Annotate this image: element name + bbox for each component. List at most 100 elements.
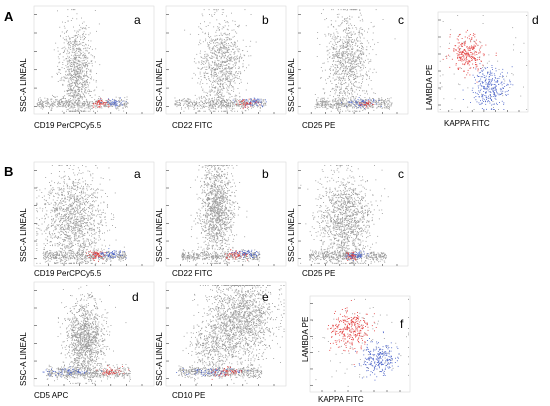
event-dot bbox=[202, 88, 204, 90]
event-dot bbox=[342, 45, 344, 47]
event-dot bbox=[79, 82, 81, 83]
event-dot bbox=[376, 107, 378, 109]
event-dot bbox=[494, 89, 496, 91]
event-dot bbox=[463, 42, 465, 44]
event-dot bbox=[46, 101, 48, 103]
event-dot bbox=[358, 86, 360, 88]
event-dot bbox=[76, 190, 78, 192]
event-dot bbox=[77, 35, 79, 37]
event-dot bbox=[212, 62, 214, 64]
event-dot bbox=[336, 55, 337, 57]
event-dot bbox=[222, 98, 224, 100]
event-dot bbox=[64, 98, 66, 99]
event-dot bbox=[346, 39, 348, 41]
event-dot bbox=[198, 68, 200, 69]
event-dot bbox=[468, 64, 470, 66]
event-dot bbox=[474, 33, 476, 35]
event-dot bbox=[231, 68, 233, 70]
event-dot bbox=[123, 105, 125, 107]
event-dot bbox=[69, 61, 71, 63]
event-dot bbox=[457, 36, 459, 37]
event-dot bbox=[457, 56, 458, 58]
event-dot bbox=[344, 21, 346, 22]
event-dot bbox=[499, 102, 500, 103]
event-dot bbox=[249, 102, 250, 104]
event-dot bbox=[342, 53, 344, 55]
event-dot bbox=[73, 94, 75, 96]
event-dot bbox=[483, 86, 485, 87]
event-dot bbox=[101, 103, 102, 105]
event-dot bbox=[348, 45, 350, 47]
event-dot bbox=[353, 58, 355, 59]
event-dot bbox=[217, 59, 218, 61]
event-dot bbox=[218, 66, 220, 67]
event-dot bbox=[76, 55, 78, 57]
event-dot bbox=[468, 50, 470, 51]
event-dot bbox=[446, 55, 448, 57]
event-dot bbox=[217, 99, 219, 101]
event-dot bbox=[66, 30, 68, 32]
event-dot bbox=[221, 94, 223, 95]
event-dot bbox=[342, 30, 344, 32]
event-dot bbox=[91, 213, 93, 214]
event-dot bbox=[352, 68, 354, 70]
event-dot bbox=[220, 84, 222, 86]
event-dot bbox=[328, 101, 330, 103]
event-dot bbox=[76, 104, 78, 105]
event-dot bbox=[475, 58, 476, 59]
event-dot bbox=[363, 67, 364, 69]
event-dot bbox=[67, 101, 69, 103]
event-dot bbox=[506, 75, 507, 77]
event-dot bbox=[237, 26, 238, 27]
event-dot bbox=[476, 65, 478, 67]
event-dot bbox=[245, 25, 247, 27]
event-dot bbox=[72, 62, 74, 64]
event-dot bbox=[360, 106, 362, 108]
event-dot bbox=[343, 42, 345, 44]
event-dot bbox=[461, 60, 463, 62]
event-dot bbox=[337, 97, 339, 99]
event-dot bbox=[338, 79, 340, 81]
event-dot bbox=[523, 86, 524, 88]
event-dot bbox=[475, 79, 476, 81]
event-dot bbox=[343, 70, 345, 72]
event-dot bbox=[356, 101, 358, 103]
event-dot bbox=[485, 96, 487, 98]
event-dot bbox=[216, 54, 218, 56]
event-dot bbox=[82, 71, 84, 73]
event-dot bbox=[316, 103, 318, 105]
event-dot bbox=[95, 102, 96, 104]
event-dot bbox=[90, 106, 92, 108]
event-dot bbox=[345, 18, 347, 20]
event-dot bbox=[223, 87, 225, 89]
event-dot bbox=[221, 104, 223, 106]
event-dot bbox=[324, 33, 326, 35]
event-dot bbox=[322, 102, 324, 104]
event-dot bbox=[218, 93, 219, 94]
event-dot bbox=[213, 40, 215, 42]
event-dot bbox=[491, 65, 493, 66]
event-dot bbox=[112, 104, 114, 106]
event-dot bbox=[501, 84, 503, 86]
event-dot bbox=[352, 68, 354, 69]
event-dot bbox=[321, 103, 323, 105]
event-dot bbox=[348, 27, 350, 28]
event-dot bbox=[439, 60, 441, 62]
event-dot bbox=[330, 41, 332, 43]
event-dot bbox=[223, 55, 225, 57]
event-dot bbox=[261, 104, 262, 106]
event-dot bbox=[476, 92, 478, 94]
event-dot bbox=[246, 100, 248, 102]
event-dot bbox=[348, 102, 350, 103]
y-axis-label: LAMBDA PE bbox=[425, 65, 434, 110]
event-dot bbox=[373, 99, 375, 100]
event-dot bbox=[118, 101, 120, 103]
event-dot bbox=[340, 62, 342, 63]
event-dot bbox=[526, 65, 528, 66]
event-dot bbox=[69, 101, 71, 103]
event-dot bbox=[49, 105, 51, 107]
event-dot bbox=[347, 35, 349, 37]
event-dot bbox=[108, 99, 110, 101]
event-dot bbox=[327, 58, 329, 60]
event-dot bbox=[233, 48, 235, 50]
